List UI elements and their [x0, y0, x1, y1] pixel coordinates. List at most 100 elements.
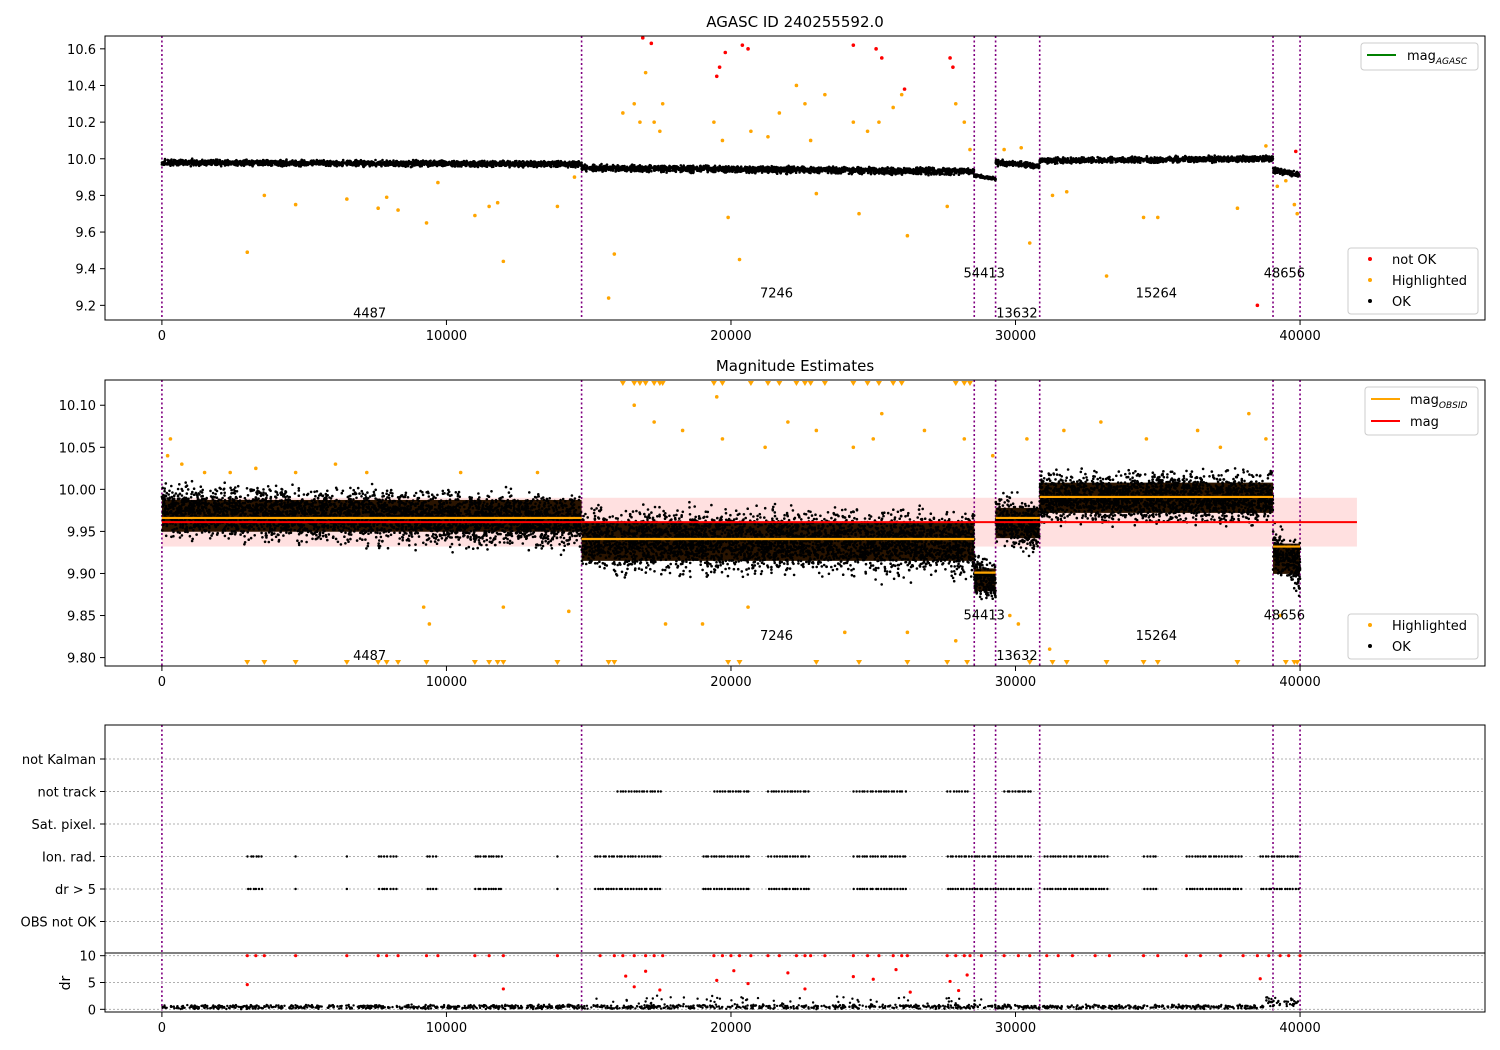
ok-point — [324, 164, 328, 167]
ok-point — [555, 163, 559, 167]
ok-point — [473, 163, 476, 167]
ok-point — [605, 163, 609, 166]
ok-point — [433, 160, 437, 164]
ok-point — [190, 162, 193, 165]
ok-point — [638, 169, 642, 172]
ok-point — [603, 167, 606, 171]
ok-point — [1017, 161, 1020, 165]
ok-point — [374, 164, 378, 168]
ok-point — [370, 160, 373, 164]
ok-point — [363, 161, 367, 165]
ok-point — [244, 163, 247, 166]
ok-point — [189, 164, 193, 168]
ok-point — [884, 170, 888, 174]
ok-point — [266, 158, 269, 162]
ok-point — [716, 167, 720, 170]
ok-point — [592, 169, 596, 172]
ok-point — [957, 169, 960, 173]
ok-point — [288, 163, 291, 167]
ok-point — [891, 167, 895, 170]
ok-point — [524, 162, 527, 166]
ok-point — [539, 160, 543, 163]
ok-point — [552, 164, 556, 168]
ok-point — [972, 168, 976, 172]
ok-point — [889, 170, 893, 174]
ok-point — [315, 162, 318, 165]
ok-point — [507, 163, 511, 167]
ok-point — [882, 167, 886, 170]
ok-point — [277, 163, 281, 166]
ok-point — [994, 161, 998, 164]
ok-point — [732, 168, 736, 171]
ok-point — [811, 168, 815, 171]
ok-point — [187, 162, 191, 166]
ok-point — [334, 161, 338, 165]
ok-point — [542, 159, 546, 163]
ok-point — [594, 169, 598, 173]
ok-point — [914, 168, 918, 171]
ok-point — [846, 169, 850, 172]
ok-point — [750, 171, 754, 174]
ok-point — [457, 163, 460, 166]
ok-point — [562, 164, 566, 167]
ok-point — [872, 171, 875, 175]
ok-point — [211, 161, 214, 164]
ok-point — [779, 172, 782, 175]
ok-point — [218, 158, 222, 162]
ok-point — [528, 161, 532, 165]
ok-point — [796, 165, 799, 169]
ok-point — [754, 168, 758, 171]
ok-point — [624, 167, 628, 171]
ok-point — [912, 171, 916, 175]
ok-point — [920, 167, 923, 170]
ok-point — [737, 170, 740, 173]
ok-point — [219, 163, 223, 167]
ok-point — [290, 163, 294, 166]
ok-point — [881, 171, 884, 174]
ok-point — [1022, 163, 1025, 166]
ok-point — [774, 170, 777, 173]
ok-point — [637, 166, 641, 170]
ok-point — [826, 171, 830, 175]
ok-point — [961, 167, 964, 171]
ok-point — [696, 168, 700, 171]
ok-point — [410, 163, 413, 166]
ok-point — [802, 168, 806, 172]
ok-point — [248, 160, 252, 164]
ok-point — [800, 167, 803, 171]
ok-point — [483, 164, 486, 167]
ok-point — [750, 166, 753, 170]
ok-point — [981, 175, 984, 179]
ok-point — [660, 170, 663, 174]
ok-point — [844, 166, 847, 169]
ok-point — [985, 175, 989, 178]
ok-point — [309, 162, 313, 166]
ok-point — [843, 170, 847, 173]
ok-point — [903, 169, 906, 172]
ok-point — [988, 176, 991, 180]
ok-point — [586, 166, 590, 169]
ok-point — [420, 163, 424, 167]
ok-point — [902, 166, 906, 170]
ok-point — [705, 166, 709, 170]
ok-point — [393, 161, 396, 164]
ok-point — [578, 163, 582, 167]
ok-point — [572, 160, 576, 164]
ok-point — [394, 164, 397, 168]
ok-point — [809, 171, 812, 175]
ok-point — [897, 170, 900, 173]
ok-point — [682, 168, 686, 171]
ok-point — [679, 167, 683, 170]
ok-point — [935, 172, 938, 176]
ok-point — [732, 165, 735, 169]
ok-point — [341, 160, 344, 164]
ok-point — [865, 169, 868, 172]
ok-point — [193, 160, 196, 164]
ok-point — [202, 160, 206, 163]
ok-point — [968, 169, 971, 172]
ok-point — [304, 161, 308, 164]
ok-point — [227, 159, 230, 163]
ok-point — [858, 169, 861, 172]
ok-point — [345, 162, 348, 165]
